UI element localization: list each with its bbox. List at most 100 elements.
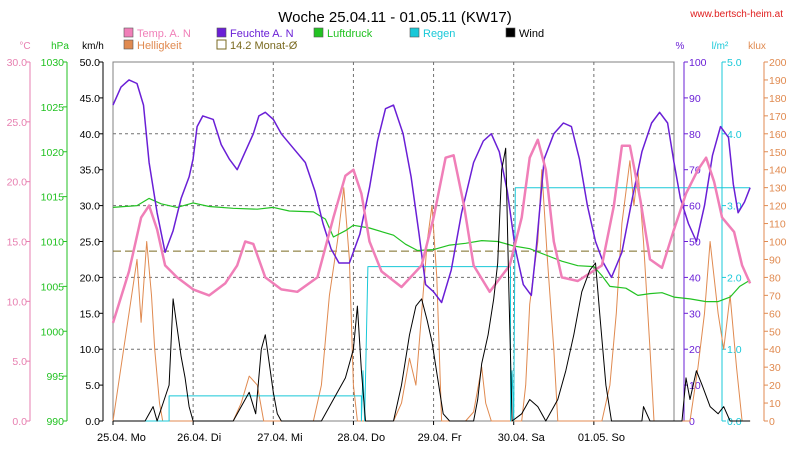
axis-lux-tick-label: 40 — [769, 344, 781, 356]
axis-lux-tick-label: 70 — [769, 290, 781, 302]
legend-label: Helligkeit — [137, 40, 182, 52]
axis-rain-unit: l/m² — [712, 41, 729, 52]
axis-press-tick-label: 1015 — [41, 192, 65, 204]
axis-lux-tick-label: 100 — [769, 237, 787, 249]
axis-lux-tick-label: 10 — [769, 398, 781, 410]
axis-rain-tick-label: 1.0 — [727, 344, 742, 356]
series-temp-a-n — [111, 138, 752, 324]
axis-rain-tick-label: 5.0 — [727, 57, 742, 69]
axis-wind-tick-label: 50.0 — [80, 57, 101, 69]
axis-press-tick-label: 1005 — [41, 281, 65, 293]
x-tick-label: 28.04. Do — [337, 432, 385, 444]
x-tick-label: 01.05. So — [578, 432, 625, 444]
chart-title: Woche 25.04.11 - 01.05.11 (KW17) — [278, 9, 511, 26]
axis-lux-tick-label: 190 — [769, 75, 787, 87]
axis-lux-tick-label: 110 — [769, 219, 786, 231]
axis-temp-tick-label: 30.0 — [7, 57, 28, 69]
legend-swatch — [123, 27, 134, 38]
axis-wind-tick-label: 40.0 — [80, 129, 101, 141]
legend-swatch-reference — [216, 39, 227, 50]
axis-temp-tick-label: 20.0 — [7, 177, 28, 189]
legend-swatch — [216, 27, 227, 38]
legend-label: Regen — [423, 28, 455, 40]
axis-temp-tick-label: 25.0 — [7, 117, 28, 129]
legend-label: Feuchte A. N — [230, 28, 294, 40]
series-wind — [113, 147, 751, 422]
axis-hum-tick-label: 80 — [689, 129, 701, 141]
legend-label: Luftdruck — [327, 28, 373, 40]
axis-wind-tick-label: 5.0 — [85, 380, 100, 392]
axis-wind-tick-label: 35.0 — [80, 165, 101, 177]
axis-hum-tick-label: 90 — [689, 93, 701, 105]
x-tick-label: 27.04. Mi — [257, 432, 302, 444]
axis-hum-tick-label: 70 — [689, 165, 701, 177]
axis-lux-tick-label: 90 — [769, 254, 781, 266]
axis-wind-unit: km/h — [82, 41, 104, 52]
axis-press-tick-label: 1000 — [41, 326, 65, 338]
axis-temp-tick-label: 10.0 — [7, 296, 28, 308]
axis-rain-tick-label: 4.0 — [727, 129, 742, 141]
series-feuchte-a-n — [112, 79, 751, 304]
axis-press-tick-label: 1030 — [41, 57, 65, 69]
series-luftdruck — [112, 197, 751, 303]
legend-swatch — [313, 27, 324, 38]
legend-swatch — [123, 39, 134, 50]
axis-press-tick-label: 995 — [46, 371, 64, 383]
axis-lux-tick-label: 20 — [769, 380, 781, 392]
legend-label: Temp. A. N — [137, 28, 191, 40]
axis-temp-unit: °C — [19, 41, 30, 52]
axis-lux-tick-label: 120 — [769, 201, 787, 213]
series-regen — [113, 187, 751, 422]
source-label: www.bertsch-heim.at — [689, 9, 783, 20]
axis-press-unit: hPa — [51, 41, 69, 52]
x-tick-label: 29.04. Fr — [418, 432, 462, 444]
axis-hum-tick-label: 0 — [689, 416, 695, 428]
axis-press-tick-label: 1020 — [41, 147, 65, 159]
legend-label-reference: 14.2 Monat-Ø — [230, 40, 298, 52]
axis-lux-tick-label: 30 — [769, 362, 781, 374]
axis-temp-tick-label: 5.0 — [12, 356, 27, 368]
axis-lux-tick-label: 150 — [769, 147, 787, 159]
axis-lux-tick-label: 160 — [769, 129, 787, 141]
axis-lux-tick-label: 60 — [769, 308, 781, 320]
axis-lux-tick-label: 180 — [769, 93, 787, 105]
axis-press-tick-label: 1010 — [41, 237, 65, 249]
axis-lux-tick-label: 170 — [769, 111, 787, 123]
axis-lux-tick-label: 0 — [769, 416, 775, 428]
axis-wind-tick-label: 15.0 — [80, 308, 101, 320]
x-tick-label: 30.04. Sa — [498, 432, 546, 444]
legend-swatch — [409, 27, 420, 38]
axis-lux-tick-label: 130 — [769, 183, 787, 195]
axis-hum-tick-label: 60 — [689, 201, 701, 213]
axis-rain-tick-label: 0.0 — [727, 416, 742, 428]
axis-hum-tick-label: 40 — [689, 272, 701, 284]
axis-wind-tick-label: 25.0 — [80, 237, 101, 249]
plot-frame — [112, 61, 675, 422]
axis-wind-tick-label: 30.0 — [80, 201, 101, 213]
axis-press-tick-label: 1025 — [41, 102, 65, 114]
axis-wind-tick-label: 20.0 — [80, 272, 101, 284]
axis-wind-tick-label: 10.0 — [80, 344, 101, 356]
x-tick-label: 26.04. Di — [177, 432, 221, 444]
axis-lux-tick-label: 50 — [769, 326, 781, 338]
x-tick-label: 25.04. Mo — [97, 432, 146, 444]
axis-lux-unit: klux — [748, 41, 766, 52]
axis-lux-tick-label: 200 — [769, 57, 787, 69]
axis-lux-tick-label: 140 — [769, 165, 787, 177]
axis-temp-tick-label: 0.0 — [12, 416, 27, 428]
axis-hum-tick-label: 100 — [689, 57, 707, 69]
legend-swatch — [505, 27, 516, 38]
axis-rain-tick-label: 2.0 — [727, 272, 742, 284]
axis-temp-tick-label: 15.0 — [7, 237, 28, 249]
axis-hum-tick-label: 20 — [689, 344, 701, 356]
axis-hum-tick-label: 50 — [689, 237, 701, 249]
axis-press-tick-label: 990 — [46, 416, 64, 428]
axis-lux-tick-label: 80 — [769, 272, 781, 284]
axis-hum-unit: % — [676, 41, 685, 52]
axis-hum-tick-label: 30 — [689, 308, 701, 320]
axis-wind-tick-label: 0.0 — [85, 416, 100, 428]
axis-wind-tick-label: 45.0 — [80, 93, 101, 105]
legend-label: Wind — [519, 28, 544, 40]
